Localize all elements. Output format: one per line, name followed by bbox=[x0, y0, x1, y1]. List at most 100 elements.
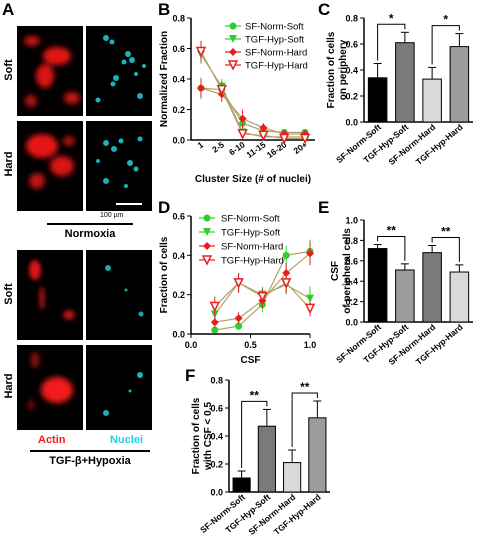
chart-d-data-point bbox=[282, 251, 290, 259]
chart-b-series bbox=[197, 77, 309, 136]
chart-d-y-tick-label: 0.6 bbox=[172, 212, 185, 222]
normoxia-underline bbox=[47, 223, 133, 225]
chart-d-legend-label: TGF-Hyp-Hard bbox=[221, 256, 284, 267]
chart-b-series-line bbox=[200, 87, 305, 133]
chart-C-y-tick-label: 0.4 bbox=[345, 66, 358, 76]
chart-d-data-point bbox=[234, 314, 243, 323]
chart-F-significance-label: ** bbox=[250, 388, 260, 402]
chart-b-y-tick-label: 0.2 bbox=[172, 105, 185, 115]
chart-b-y-axis-label: Normalized Fraction bbox=[159, 31, 170, 127]
nuclei-stain-image bbox=[105, 265, 144, 317]
chart-E-x-tick-label: SF-Norm-Soft bbox=[334, 322, 383, 365]
chart-b-data-point bbox=[237, 129, 248, 140]
chart-F-significance-bracket bbox=[291, 392, 318, 447]
panel-c-label: C bbox=[318, 0, 331, 19]
chart-d-data-point bbox=[257, 291, 268, 303]
chart-b-y-tick-label: 0.8 bbox=[172, 14, 185, 24]
channel-actin-label: Actin bbox=[38, 434, 66, 446]
panel-a-label: A bbox=[2, 0, 15, 19]
chart-C-significance-label: * bbox=[443, 13, 448, 27]
chart-d-data-point bbox=[280, 278, 292, 289]
chart-C-y-tick-label: 0.0 bbox=[345, 118, 358, 128]
chart-d-legend-marker bbox=[203, 228, 211, 236]
chart-b-x-tick-label: 20+ bbox=[292, 139, 310, 155]
chart-C-y-tick-label: 0.8 bbox=[345, 14, 358, 24]
chart-E-x-tick-label: TGF-Hyp-Hard bbox=[414, 322, 465, 367]
micrograph-tgf-hypoxia-hard-actin bbox=[17, 345, 83, 430]
chart-C-bar bbox=[367, 77, 388, 123]
micrograph-normoxia-soft-nuclei bbox=[86, 26, 152, 116]
chart-b-data-point bbox=[216, 84, 228, 96]
chart-C-bar bbox=[449, 46, 470, 123]
chart-b-data-point bbox=[259, 123, 268, 132]
chart-F-y-tick-label: 0.4 bbox=[210, 432, 223, 442]
chart-b-series bbox=[197, 79, 309, 138]
condition-tgf-hypoxia: TGF-β+Hypoxia bbox=[49, 455, 131, 467]
chart-C-bar bbox=[422, 78, 442, 123]
panel-b-label: B bbox=[158, 0, 171, 19]
chart-d-data-point bbox=[233, 278, 244, 289]
chart-C-y-axis-label-line: on periphery bbox=[338, 39, 349, 100]
chart-C-y-tick-label: 0.2 bbox=[345, 92, 358, 102]
chart-C-y-axis-label-line: Fraction of cells bbox=[326, 31, 337, 108]
chart-E-bar bbox=[422, 252, 442, 323]
chart-d-data-point bbox=[210, 318, 219, 327]
chart-b-legend-label: SF-Norm-Soft bbox=[245, 22, 304, 33]
chart-E-bar bbox=[367, 248, 388, 323]
chart-d-data-point bbox=[306, 294, 314, 303]
chart-d-x-tick-label: 1.0 bbox=[304, 340, 317, 350]
chart-F-y-axis-label: Fraction of cellswith CSF < 0.5 bbox=[191, 397, 214, 474]
chart-d-data-point bbox=[235, 322, 243, 330]
chart-b-legend-marker bbox=[229, 22, 237, 30]
chart-b-series bbox=[195, 40, 311, 145]
chart-F-y-axis-label-line: with CSF < 0.5 bbox=[203, 402, 214, 472]
chart-C-x-tick-label: SF-Norm-Soft bbox=[334, 122, 383, 165]
chart-F-y-axis-label-line: Fraction of cells bbox=[191, 397, 202, 474]
row-label-soft: Soft bbox=[3, 59, 15, 81]
chart-b-data-point bbox=[299, 133, 311, 145]
chart-d-series bbox=[211, 239, 314, 334]
actin-stain-image bbox=[26, 134, 75, 189]
chart-d-y-tick-label: 0.4 bbox=[172, 251, 185, 261]
chart-b-series-line bbox=[200, 51, 305, 140]
chart-d-series bbox=[209, 273, 316, 317]
micrograph-normoxia-soft-actin bbox=[17, 26, 83, 116]
chart-E-y-axis-label-line: CSF bbox=[330, 261, 341, 281]
chart-C-significance-bracket bbox=[377, 23, 406, 61]
chart-b-data-point bbox=[197, 84, 205, 93]
panel-e-label: E bbox=[318, 198, 330, 217]
chart-d-x-tick-label: 0.0 bbox=[185, 340, 198, 350]
chart-b-legend-label: SF-Norm-Hard bbox=[245, 48, 307, 59]
chart-E-y-axis-label: CSFof peripheral cells bbox=[330, 228, 353, 314]
chart-b-data-point bbox=[278, 133, 290, 145]
nuclei-stain-image bbox=[103, 372, 143, 416]
chart-d-data-point bbox=[209, 301, 221, 313]
chart-F-significance-label: ** bbox=[300, 380, 310, 394]
chart-c-periphery: 0.0 0.2 0.4 0.6 0.8 Fraction of cellson perip… bbox=[326, 11, 473, 167]
micrograph-tgf-hypoxia-hard-nuclei bbox=[86, 345, 152, 430]
micrograph-normoxia-hard-nuclei bbox=[86, 121, 152, 211]
tgf-hypoxia-underline bbox=[30, 450, 150, 452]
chart-F-y-tick-label: 0.6 bbox=[210, 404, 223, 414]
chart-b-data-point bbox=[238, 114, 247, 123]
chart-E-y-tick-label: 0.2 bbox=[345, 297, 358, 307]
chart-e-csf-peripheral: 0.0 0.2 0.4 0.6 0.8 1.0 CSFof peripheral cells… bbox=[330, 216, 473, 367]
chart-E-y-axis-label-line: of peripheral cells bbox=[342, 228, 353, 314]
micrograph-tgf-hypoxia-soft-nuclei bbox=[86, 250, 152, 340]
panel-d-label: D bbox=[158, 198, 171, 217]
scale-bar-label: 100 µm bbox=[100, 212, 124, 219]
actin-stain-image bbox=[24, 36, 80, 107]
chart-F-bar bbox=[283, 462, 302, 493]
chart-b-x-tick-label: 11-15 bbox=[244, 139, 267, 160]
chart-b-legend-label: TGF-Hyp-Soft bbox=[245, 35, 304, 46]
chart-E-y-tick-label: 1.0 bbox=[345, 216, 358, 226]
row-label-soft-tgf: Soft bbox=[3, 283, 15, 305]
chart-F-y-tick-label: 0.8 bbox=[210, 376, 223, 386]
chart-b-y-tick-label: 0.6 bbox=[172, 44, 185, 54]
chart-f-csf-below: 0.0 0.2 0.4 0.6 0.8 Fraction of cellswith CSF… bbox=[191, 376, 330, 537]
chart-C-y-axis-label: Fraction of cellson periphery bbox=[326, 31, 349, 108]
row-label-hard-tgf: Hard bbox=[3, 373, 15, 399]
chart-b-y-tick-label: 0.4 bbox=[172, 75, 185, 85]
chart-d-legend-label: SF-Norm-Soft bbox=[221, 214, 280, 225]
